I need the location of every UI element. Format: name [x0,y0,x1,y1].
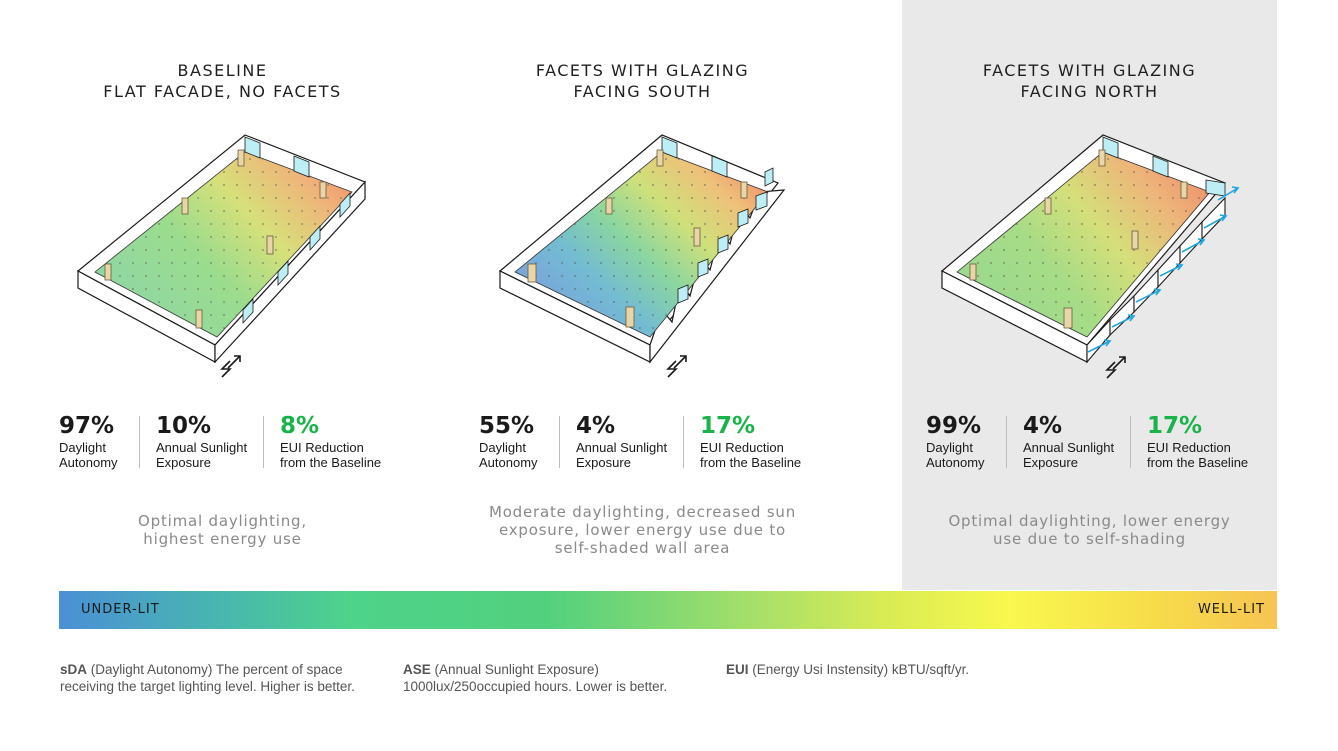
floor-plan-south [498,134,786,378]
metric-eui: 8% EUI Reduction from the Baseline [280,413,382,470]
scale-right-label: WELL-LIT [1197,602,1265,617]
metric-sda: 97% Daylight Autonomy [59,413,118,470]
legend-sda: sDA (Daylight Autonomy) The percent of s… [60,662,355,694]
divider [683,416,684,468]
metric-ase: 10% Annual Sunlight Exposure [156,413,248,470]
description-baseline: Optimal daylighting, highest energy use [138,512,307,548]
metrics-baseline: 97% Daylight Autonomy 10% Annual Sunligh… [59,412,399,474]
metrics-south: 55% Daylight Autonomy 4% Annual Sunlight… [479,412,819,474]
metric-sda: 99% Daylight Autonomy [926,413,985,470]
metric-eui: 17% EUI Reduction from the Baseline [700,413,802,470]
metric-eui: 17% EUI Reduction from the Baseline [1147,413,1249,470]
daylight-scale-bar: UNDER-LIT WELL-LIT [59,591,1277,629]
metrics-north: 99% Daylight Autonomy 4% Annual Sunlight… [926,412,1266,474]
scenario-south: FACETS WITH GLAZING FACING SOUTH [450,0,835,590]
floor-plan-baseline [76,134,367,378]
daylight-arrow-icon [1087,186,1240,353]
scale-left-label: UNDER-LIT [81,602,160,617]
divider [1006,416,1007,468]
divider [263,416,264,468]
scenario-north: FACETS WITH GLAZING FACING NORTH [902,0,1277,590]
north-arrow-icon [666,355,687,378]
description-south: Moderate daylighting, decreased sun expo… [488,503,797,557]
scenario-baseline: BASELINE FLAT FACADE, NO FACETS [30,0,415,590]
metric-ase: 4% Annual Sunlight Exposure [1023,413,1115,470]
description-north: Optimal daylighting, lower energy use du… [948,512,1231,548]
metric-ase: 4% Annual Sunlight Exposure [576,413,668,470]
scenario-title: FACETS WITH GLAZING FACING NORTH [982,61,1197,101]
legend-ase: ASE (Annual Sunlight Exposure) 1000lux/2… [403,662,668,694]
scenario-title: FACETS WITH GLAZING FACING SOUTH [535,61,750,101]
metric-sda: 55% Daylight Autonomy [479,413,538,470]
north-arrow-icon [220,355,241,378]
floor-plan-north [940,134,1240,379]
divider [139,416,140,468]
divider [1130,416,1131,468]
scenario-title: BASELINE FLAT FACADE, NO FACETS [103,61,342,101]
legend-eui: EUI (Energy Usi Instensity) kBTU/sqft/yr… [726,662,970,677]
divider [559,416,560,468]
north-arrow-icon [1105,356,1126,379]
